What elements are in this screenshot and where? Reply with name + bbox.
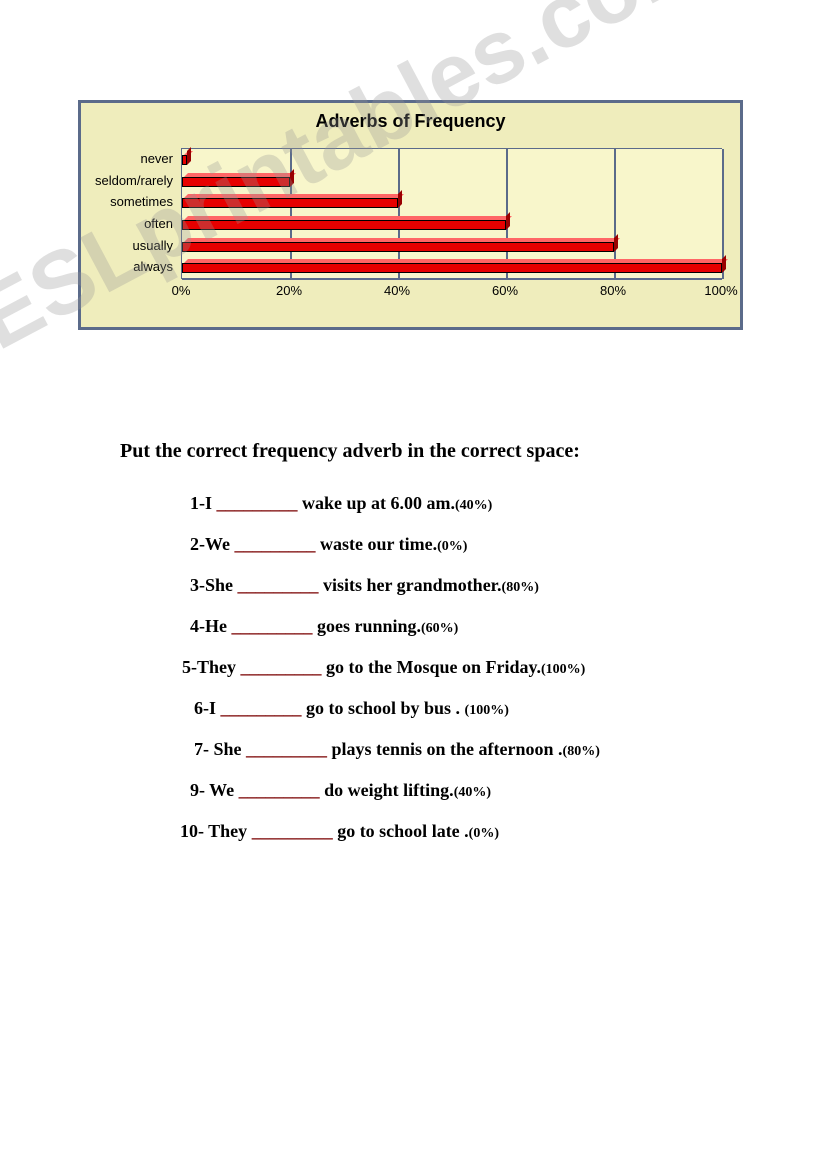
exercise-post-text: go to school late . xyxy=(333,821,469,841)
exercise-pre-text: - They xyxy=(198,821,252,841)
fill-blank[interactable]: _________ xyxy=(252,821,333,841)
exercise-number: 1 xyxy=(190,493,199,513)
exercise-item: 7- She _________ plays tennis on the aft… xyxy=(194,739,751,760)
x-tick-label: 0% xyxy=(172,283,191,298)
bar xyxy=(182,242,614,252)
bar xyxy=(182,198,398,208)
fill-blank[interactable]: _________ xyxy=(235,534,316,554)
x-tick-label: 40% xyxy=(384,283,410,298)
exercise-item: 3-She _________ visits her grandmother.(… xyxy=(190,575,751,596)
exercise-post-text: goes running. xyxy=(312,616,421,636)
exercise-percent: (0%) xyxy=(437,539,467,554)
exercise-number: 7 xyxy=(194,739,203,759)
exercise-pre-text: -She xyxy=(199,575,238,595)
y-axis-label: sometimes xyxy=(53,194,173,209)
x-tick-label: 80% xyxy=(600,283,626,298)
exercise-item: 9- We _________ do weight lifting.(40%) xyxy=(190,780,751,801)
exercise-number: 10 xyxy=(180,821,198,841)
exercise-post-text: visits her grandmother. xyxy=(319,575,502,595)
fill-blank[interactable]: _________ xyxy=(231,616,312,636)
worksheet-page: ESLprintables.com Adverbs of Frequency 0… xyxy=(0,0,821,922)
exercise-number: 6 xyxy=(194,698,203,718)
exercise-post-text: go to the Mosque on Friday. xyxy=(322,657,542,677)
y-axis-label: never xyxy=(53,151,173,166)
y-axis-label: often xyxy=(53,216,173,231)
exercise-item: 6-I _________ go to school by bus . (100… xyxy=(194,698,751,719)
exercise-percent: (60%) xyxy=(421,621,458,636)
exercise-pre-text: -I xyxy=(203,698,221,718)
exercise-number: 2 xyxy=(190,534,199,554)
exercise-post-text: go to school by bus . xyxy=(302,698,465,718)
exercise-percent: (100%) xyxy=(541,662,585,677)
exercise-item: 2-We _________ waste our time.(0%) xyxy=(190,534,751,555)
exercise-item: 5-They _________ go to the Mosque on Fri… xyxy=(182,657,751,678)
bar-side xyxy=(187,147,191,165)
exercise-pre-text: -They xyxy=(191,657,241,677)
plot-area xyxy=(181,148,722,279)
exercise-post-text: waste our time. xyxy=(316,534,438,554)
exercise-post-text: plays tennis on the afternoon . xyxy=(327,739,563,759)
exercise-post-text: wake up at 6.00 am. xyxy=(298,493,456,513)
x-tick-label: 100% xyxy=(704,283,737,298)
x-tick-label: 20% xyxy=(276,283,302,298)
fill-blank[interactable]: _________ xyxy=(217,493,298,513)
fill-blank[interactable]: _________ xyxy=(241,657,322,677)
exercise-pre-text: - She xyxy=(203,739,246,759)
fill-blank[interactable]: _________ xyxy=(239,780,320,800)
bar-side xyxy=(614,234,618,252)
exercise-percent: (40%) xyxy=(454,785,491,800)
fill-blank[interactable]: _________ xyxy=(238,575,319,595)
exercise-percent: (40%) xyxy=(455,498,492,513)
x-tick-label: 60% xyxy=(492,283,518,298)
exercise-pre-text: - We xyxy=(199,780,239,800)
bar-side xyxy=(506,212,510,230)
exercise-post-text: do weight lifting. xyxy=(320,780,454,800)
frequency-chart: Adverbs of Frequency 0%20%40%60%80%100%n… xyxy=(78,100,743,330)
bar xyxy=(182,177,290,187)
exercise-list: 1-I _________ wake up at 6.00 am.(40%)2-… xyxy=(190,493,751,842)
exercise-number: 4 xyxy=(190,616,199,636)
exercise-percent: (80%) xyxy=(502,580,539,595)
bar-side xyxy=(722,255,726,273)
bar-side xyxy=(398,190,402,208)
y-axis-label: always xyxy=(53,259,173,274)
chart-body: 0%20%40%60%80%100%neverseldom/rarelysome… xyxy=(181,148,721,298)
x-axis xyxy=(182,278,722,280)
exercise-item: 10- They _________ go to school late .(0… xyxy=(180,821,751,842)
bar-side xyxy=(290,169,294,187)
chart-title: Adverbs of Frequency xyxy=(81,103,740,132)
exercise-item: 1-I _________ wake up at 6.00 am.(40%) xyxy=(190,493,751,514)
exercise-pre-text: -He xyxy=(199,616,231,636)
exercise-percent: (0%) xyxy=(469,826,499,841)
exercise-percent: (80%) xyxy=(563,744,600,759)
exercise-number: 9 xyxy=(190,780,199,800)
bar xyxy=(182,220,506,230)
fill-blank[interactable]: _________ xyxy=(246,739,327,759)
exercise-item: 4-He _________ goes running.(60%) xyxy=(190,616,751,637)
exercise-percent: (100%) xyxy=(465,703,509,718)
instruction-text: Put the correct frequency adverb in the … xyxy=(120,440,751,463)
exercise-pre-text: -I xyxy=(199,493,217,513)
fill-blank[interactable]: _________ xyxy=(221,698,302,718)
exercise-number: 3 xyxy=(190,575,199,595)
bar xyxy=(182,263,722,273)
exercise-pre-text: -We xyxy=(199,534,235,554)
exercise-number: 5 xyxy=(182,657,191,677)
y-axis-label: usually xyxy=(53,238,173,253)
y-axis-label: seldom/rarely xyxy=(53,173,173,188)
